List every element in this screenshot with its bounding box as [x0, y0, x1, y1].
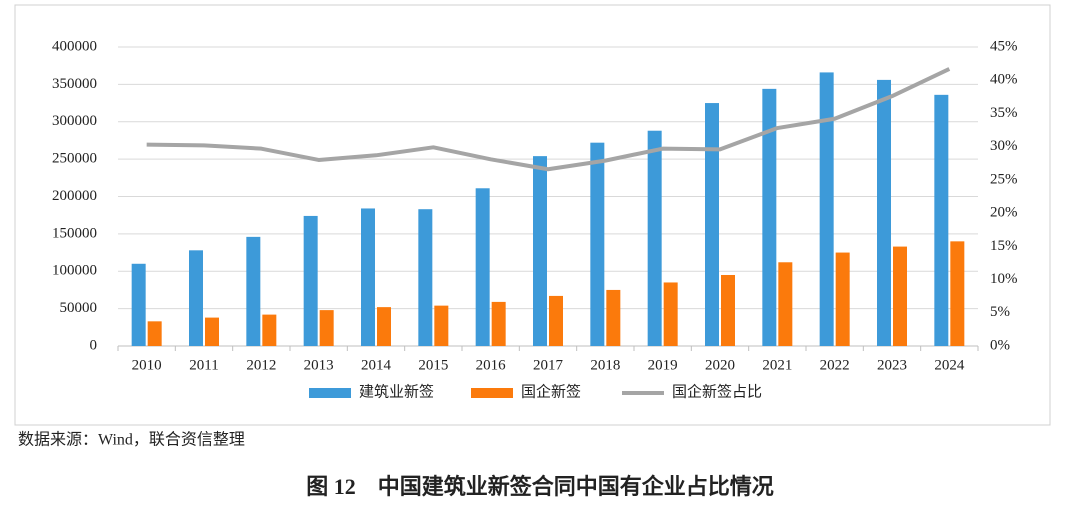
x-tick-label: 2014 [361, 357, 392, 373]
y2-tick-label: 30% [990, 138, 1018, 154]
y2-tick-label: 20% [990, 205, 1018, 221]
y-tick-label: 400000 [52, 38, 97, 54]
x-tick-label: 2019 [648, 357, 678, 373]
bar [549, 295, 563, 346]
bar [319, 310, 334, 346]
bar [434, 305, 449, 346]
legend-swatch [471, 388, 513, 398]
x-tick-label: 2021 [762, 357, 792, 373]
figure-caption: 图 12 中国建筑业新签合同中国有企业占比情况 [306, 474, 774, 499]
bar [189, 250, 203, 346]
bar [705, 103, 719, 346]
y2-tick-label: 35% [990, 105, 1018, 121]
y2-tick-label: 40% [990, 72, 1018, 88]
bar [590, 142, 605, 346]
legend-label: 国企新签 [521, 382, 581, 400]
x-tick-label: 2024 [934, 357, 965, 373]
y-tick-label: 150000 [52, 225, 97, 241]
x-tick-label: 2010 [132, 357, 162, 373]
y2-tick-label: 25% [990, 171, 1018, 187]
y2-tick-label: 0% [990, 337, 1010, 353]
legend-label: 国企新签占比 [672, 382, 762, 400]
line [146, 67, 951, 172]
bar [262, 314, 277, 346]
source-note: 数据来源：Wind，联合资信整理 [18, 431, 245, 449]
bar [475, 188, 490, 346]
bar [663, 282, 678, 346]
x-tick-label: 2018 [590, 357, 620, 373]
bar [303, 215, 318, 346]
bar [835, 252, 850, 346]
bar [491, 301, 506, 346]
y2-tick-label: 45% [990, 38, 1018, 54]
bar [893, 246, 907, 346]
bar [418, 209, 433, 346]
bar [819, 72, 834, 346]
bar [778, 262, 793, 346]
y-tick-label: 200000 [52, 188, 97, 204]
bar [950, 241, 965, 346]
x-tick-label: 2023 [877, 357, 907, 373]
bar [361, 208, 375, 346]
x-tick-label: 2011 [189, 357, 218, 373]
bar [246, 236, 261, 346]
x-tick-label: 2012 [246, 357, 276, 373]
bar [934, 94, 949, 346]
bar [205, 317, 219, 346]
legend-label: 建筑业新签 [359, 383, 434, 400]
x-tick-label: 2020 [705, 357, 735, 373]
bar [647, 130, 662, 346]
bar [721, 274, 735, 346]
legend-swatch [309, 388, 351, 398]
y-tick-label: 100000 [52, 263, 97, 279]
y2-tick-label: 15% [990, 238, 1018, 254]
y-tick-label: 50000 [60, 300, 98, 316]
bar [877, 79, 891, 346]
bar [762, 88, 777, 347]
x-tick-label: 2022 [820, 357, 850, 373]
bar [131, 263, 146, 346]
y2-tick-label: 10% [990, 271, 1018, 287]
x-tick-label: 2016 [476, 357, 507, 373]
y-tick-label: 250000 [52, 151, 97, 167]
bar [147, 321, 162, 346]
y-tick-label: 350000 [52, 76, 97, 92]
y2-tick-label: 5% [990, 304, 1010, 320]
x-tick-label: 2013 [304, 357, 334, 373]
bar [533, 156, 547, 346]
y-tick-label: 300000 [52, 113, 97, 129]
bar [377, 307, 391, 346]
y-tick-label: 0 [90, 337, 98, 353]
x-tick-label: 2017 [533, 357, 564, 373]
bar [606, 289, 621, 346]
x-tick-label: 2015 [418, 357, 448, 373]
